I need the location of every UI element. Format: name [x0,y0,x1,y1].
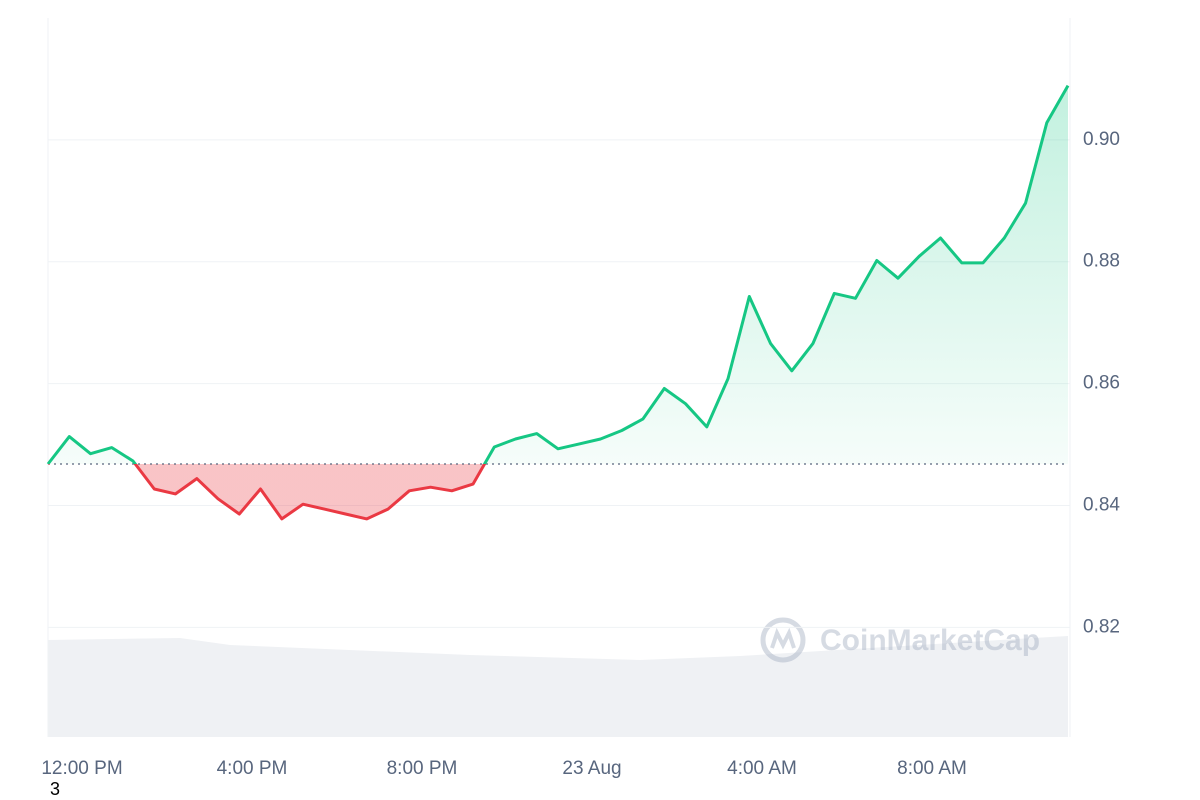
y-tick-label: 0.88 [1083,251,1120,272]
price-line [46,84,1070,521]
footnote: 3 [50,779,60,799]
x-tick-label: 12:00 PM [41,758,122,779]
x-tick-label: 4:00 AM [727,758,797,779]
y-tick-label: 0.84 [1083,494,1120,515]
watermark: CoinMarketCap [760,617,1040,663]
x-tick-label: 4:00 PM [217,758,288,779]
price-area [48,85,1068,519]
x-tick-label: 23 Aug [562,758,621,779]
y-tick-label: 0.90 [1083,129,1120,150]
y-tick-label: 0.82 [1083,616,1120,637]
y-tick-label: 0.86 [1083,373,1120,394]
volume-bars [48,636,1068,737]
x-tick-label: 8:00 AM [897,758,967,779]
watermark-text: CoinMarketCap [820,624,1040,657]
x-tick-label: 8:00 PM [387,758,458,779]
